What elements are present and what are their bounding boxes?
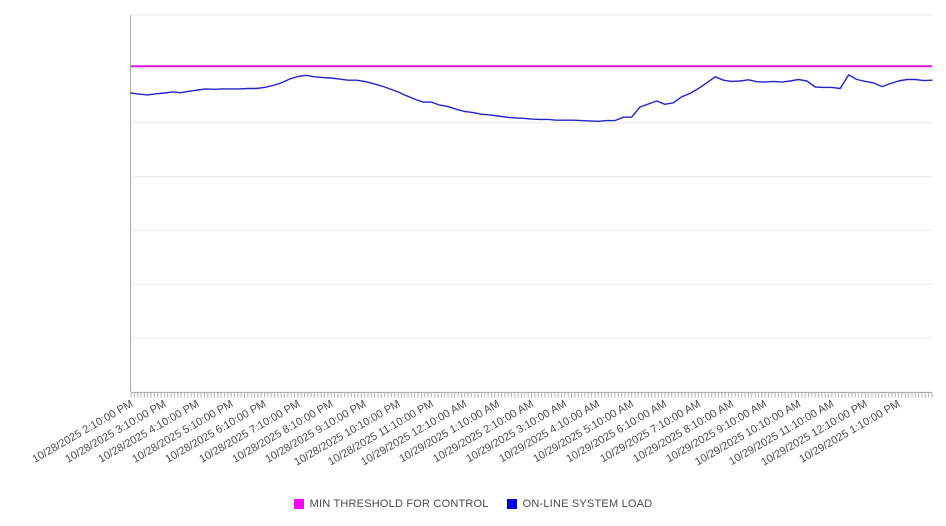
legend-label: ON-LINE SYSTEM LOAD [522, 498, 653, 510]
x-minor-ticks-group [130, 392, 933, 398]
legend-swatch-icon [506, 499, 517, 509]
legend-item-min-threshold[interactable]: MIN THRESHOLD FOR CONTROL [293, 498, 489, 510]
legend: MIN THRESHOLD FOR CONTROL ON-LINE SYSTEM … [0, 498, 946, 510]
axes-group [130, 15, 932, 393]
series-group [130, 65, 933, 123]
legend-item-system-load[interactable]: ON-LINE SYSTEM LOAD [506, 498, 653, 510]
legend-label: MIN THRESHOLD FOR CONTROL [309, 498, 489, 510]
legend-swatch-icon [293, 499, 304, 509]
gridlines-group [131, 14, 932, 393]
system-load-line [130, 74, 933, 123]
